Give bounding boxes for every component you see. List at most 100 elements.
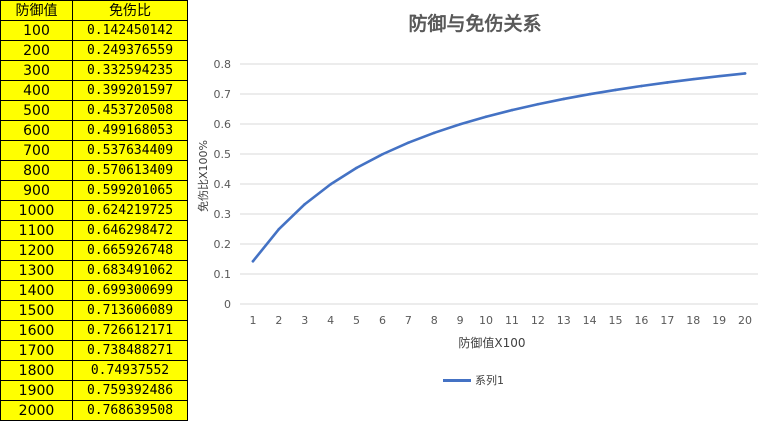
data-point xyxy=(277,227,281,231)
cell-damage-reduction[interactable]: 0.738488271 xyxy=(72,340,188,361)
cell-damage-reduction[interactable]: 0.699300699 xyxy=(72,280,188,301)
y-tick-label: 0 xyxy=(224,298,231,311)
y-tick-label: 0.2 xyxy=(214,238,232,251)
data-point xyxy=(666,81,669,84)
y-tick-label: 0.6 xyxy=(214,118,232,131)
x-tick-label: 11 xyxy=(505,314,519,327)
cell-damage-reduction[interactable]: 0.570613409 xyxy=(72,160,188,181)
cell-defense[interactable]: 1900 xyxy=(0,380,73,401)
cell-damage-reduction[interactable]: 0.499168053 xyxy=(72,120,188,141)
chart-area[interactable]: 防御与免伤关系 0 0.1 0.2 0.3 0.4 0.5 0.6 0.7 0.8 1 2 3 4 5 6 7… xyxy=(188,0,762,400)
cell-damage-reduction[interactable]: 0.665926748 xyxy=(72,240,188,261)
header-damage-reduction[interactable]: 免伤比 xyxy=(72,0,188,21)
cell-damage-reduction[interactable]: 0.759392486 xyxy=(72,380,188,401)
data-point xyxy=(251,259,255,263)
x-tick-label: 7 xyxy=(405,314,412,327)
table-row: 300 0.332594235 xyxy=(0,60,188,81)
table-row: 1300 0.683491062 xyxy=(0,260,188,281)
cell-defense[interactable]: 1500 xyxy=(0,300,73,321)
data-point xyxy=(743,72,747,75)
cell-defense[interactable]: 200 xyxy=(0,40,73,61)
header-defense[interactable]: 防御值 xyxy=(0,0,73,21)
x-tick-label: 20 xyxy=(738,314,752,327)
table-row: 1200 0.665926748 xyxy=(0,240,188,261)
y-tick-label: 0.5 xyxy=(214,148,232,161)
data-point xyxy=(536,102,540,106)
x-tick-label: 14 xyxy=(583,314,597,327)
legend-swatch xyxy=(443,378,471,382)
table-row: 1100 0.646298472 xyxy=(0,220,188,241)
x-tick-label: 6 xyxy=(379,314,386,327)
cell-defense[interactable]: 900 xyxy=(0,180,73,201)
cell-defense[interactable]: 700 xyxy=(0,140,73,161)
cell-damage-reduction[interactable]: 0.74937552 xyxy=(72,360,188,381)
x-tick-label: 8 xyxy=(431,314,438,327)
data-point xyxy=(510,108,514,112)
cell-defense[interactable]: 500 xyxy=(0,100,73,121)
table-row: 400 0.399201597 xyxy=(0,80,188,101)
data-point xyxy=(691,77,695,81)
cell-defense[interactable]: 1100 xyxy=(0,220,73,241)
cell-defense[interactable]: 100 xyxy=(0,20,73,41)
cell-damage-reduction[interactable]: 0.726612171 xyxy=(72,320,188,341)
cell-damage-reduction[interactable]: 0.537634409 xyxy=(72,140,188,161)
data-point xyxy=(484,115,488,119)
table-row: 2000 0.768639508 xyxy=(0,400,188,421)
x-tick-label: 19 xyxy=(712,314,726,327)
data-point xyxy=(381,152,384,156)
data-point xyxy=(355,166,358,170)
cell-damage-reduction[interactable]: 0.624219725 xyxy=(72,200,188,221)
data-point xyxy=(614,88,617,92)
cell-damage-reduction[interactable]: 0.399201597 xyxy=(72,80,188,101)
cell-defense[interactable]: 2000 xyxy=(0,400,73,421)
x-tick-label: 16 xyxy=(634,314,648,327)
y-tick-label: 0.7 xyxy=(214,88,232,101)
cell-defense[interactable]: 1400 xyxy=(0,280,73,301)
data-point xyxy=(458,122,462,126)
cell-damage-reduction[interactable]: 0.332594235 xyxy=(72,60,188,81)
cell-defense[interactable]: 1800 xyxy=(0,360,73,381)
cell-defense[interactable]: 1700 xyxy=(0,340,73,361)
table-row: 1800 0.74937552 xyxy=(0,360,188,381)
table-row: 500 0.453720508 xyxy=(0,100,188,121)
cell-defense[interactable]: 1200 xyxy=(0,240,73,261)
cell-defense[interactable]: 800 xyxy=(0,160,73,181)
cell-damage-reduction[interactable]: 0.768639508 xyxy=(72,400,188,421)
cell-damage-reduction[interactable]: 0.683491062 xyxy=(72,260,188,281)
data-point xyxy=(588,92,591,96)
table-body: 100 0.142450142 200 0.249376559 300 0.3325942… xyxy=(0,20,188,421)
table-row: 600 0.499168053 xyxy=(0,120,188,141)
cell-damage-reduction[interactable]: 0.646298472 xyxy=(72,220,188,241)
x-tick-label: 13 xyxy=(557,314,571,327)
y-axis-label: 免伤比X100% xyxy=(197,140,210,212)
cell-defense[interactable]: 600 xyxy=(0,120,73,141)
table-row: 1900 0.759392486 xyxy=(0,380,188,401)
table-row: 1700 0.738488271 xyxy=(0,340,188,361)
legend: 系列1 xyxy=(443,372,504,388)
cell-damage-reduction[interactable]: 0.453720508 xyxy=(72,100,188,121)
data-table: 防御值 免伤比 100 0.142450142 200 0.249376559 300 0… xyxy=(0,0,188,421)
x-tick-label: 4 xyxy=(327,314,334,327)
x-tick-label: 1 xyxy=(249,314,256,327)
y-tick-label: 0.1 xyxy=(214,268,232,281)
x-tick-label: 2 xyxy=(275,314,282,327)
cell-damage-reduction[interactable]: 0.142450142 xyxy=(72,20,188,41)
series-line xyxy=(251,72,747,263)
cell-damage-reduction[interactable]: 0.713606089 xyxy=(72,300,188,321)
table-row: 900 0.599201065 xyxy=(0,180,188,201)
line-chart: 00.10.20.30.40.50.60.70.81 2 3 4 5 6 7 8 9 10 11 12… xyxy=(214,58,758,327)
data-point xyxy=(432,131,436,135)
y-tick-label: 0.8 xyxy=(214,58,232,71)
y-tick-label: 0.4 xyxy=(214,178,232,191)
cell-defense[interactable]: 1600 xyxy=(0,320,73,341)
x-tick-label: 15 xyxy=(609,314,623,327)
cell-damage-reduction[interactable]: 0.599201065 xyxy=(72,180,188,201)
cell-defense[interactable]: 1000 xyxy=(0,200,73,221)
cell-defense[interactable]: 1300 xyxy=(0,260,73,281)
data-point xyxy=(303,202,307,206)
x-tick-label: 12 xyxy=(531,314,545,327)
cell-damage-reduction[interactable]: 0.249376559 xyxy=(72,40,188,61)
legend-label: 系列1 xyxy=(475,374,504,387)
cell-defense[interactable]: 400 xyxy=(0,80,73,101)
cell-defense[interactable]: 300 xyxy=(0,60,73,81)
